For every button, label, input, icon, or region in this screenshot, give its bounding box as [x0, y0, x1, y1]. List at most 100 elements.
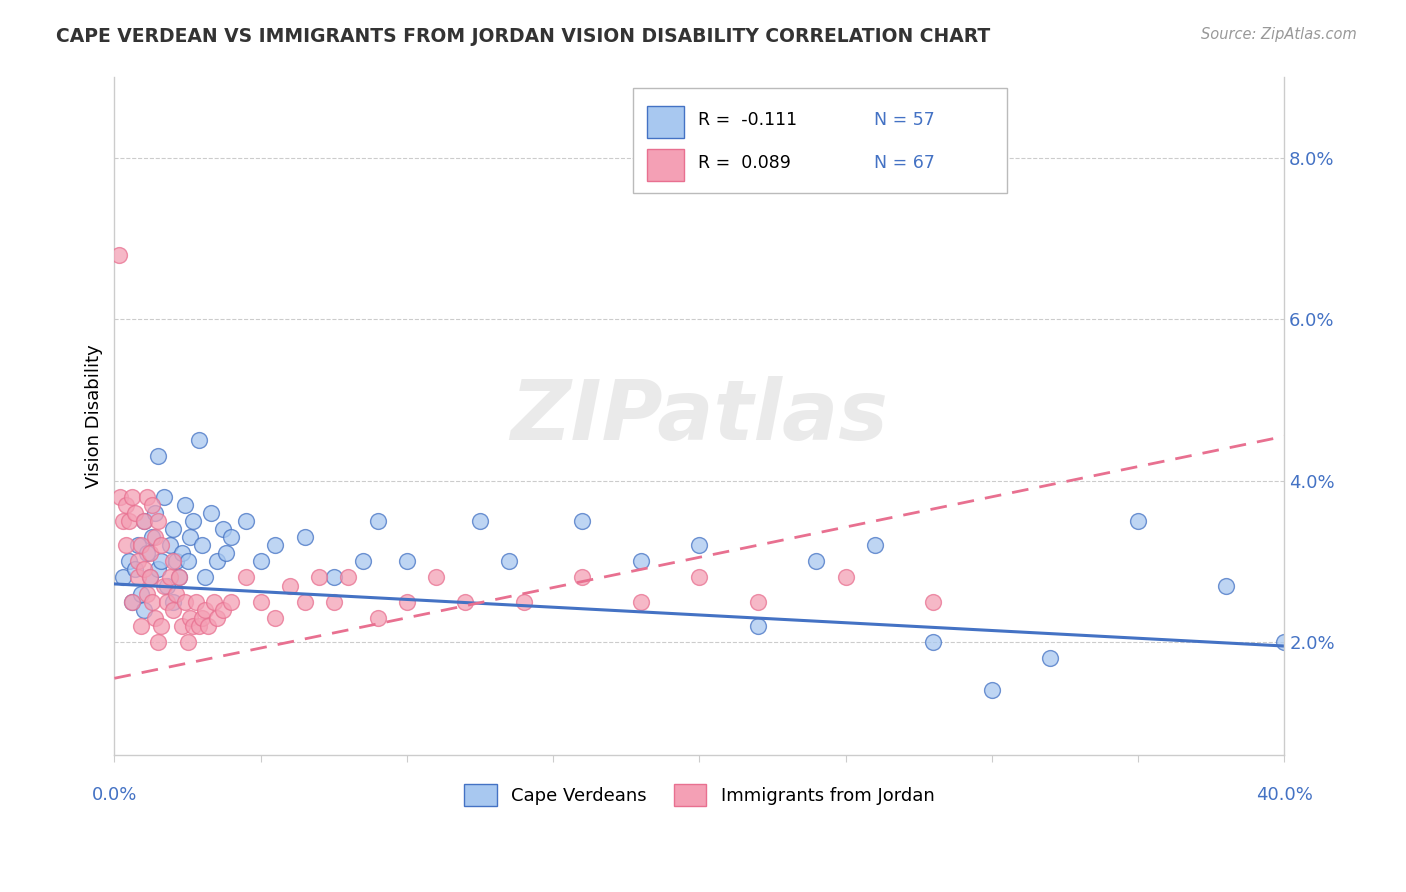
Point — [127, 554, 149, 568]
Point — [367, 514, 389, 528]
Point — [191, 611, 214, 625]
Point — [454, 595, 477, 609]
Point — [211, 522, 233, 536]
Point — [183, 619, 205, 633]
Text: Source: ZipAtlas.com: Source: ZipAtlas.com — [1201, 27, 1357, 42]
Point — [138, 546, 160, 560]
Point — [249, 595, 271, 609]
Point — [211, 603, 233, 617]
Point — [141, 498, 163, 512]
Point — [688, 538, 710, 552]
Point — [150, 538, 173, 552]
Point — [121, 490, 143, 504]
Point — [148, 514, 170, 528]
Point — [138, 570, 160, 584]
Point — [162, 595, 184, 609]
Point — [1215, 578, 1237, 592]
Point — [143, 530, 166, 544]
Point — [980, 683, 1002, 698]
Point — [153, 490, 176, 504]
Point — [159, 570, 181, 584]
FancyBboxPatch shape — [647, 149, 685, 181]
Point — [135, 586, 157, 600]
Point — [197, 619, 219, 633]
Point — [150, 619, 173, 633]
Point — [188, 619, 211, 633]
Point — [498, 554, 520, 568]
Point — [395, 595, 418, 609]
Point — [1126, 514, 1149, 528]
Point — [141, 595, 163, 609]
Point — [1272, 635, 1295, 649]
Point — [235, 514, 257, 528]
Point — [747, 595, 769, 609]
Point — [367, 611, 389, 625]
Point — [173, 595, 195, 609]
Point — [468, 514, 491, 528]
Point — [834, 570, 856, 584]
Point — [148, 635, 170, 649]
Point — [200, 506, 222, 520]
Point — [121, 595, 143, 609]
Point — [1039, 651, 1062, 665]
Point — [132, 562, 155, 576]
Point — [162, 603, 184, 617]
Point — [176, 554, 198, 568]
Point — [127, 570, 149, 584]
Point — [170, 619, 193, 633]
Text: 40.0%: 40.0% — [1256, 786, 1313, 804]
Point — [205, 554, 228, 568]
Point — [148, 562, 170, 576]
Point — [143, 611, 166, 625]
Point — [513, 595, 536, 609]
Point — [183, 514, 205, 528]
Point — [138, 570, 160, 584]
Point — [165, 554, 187, 568]
Point — [170, 546, 193, 560]
Point — [322, 570, 344, 584]
Point — [630, 595, 652, 609]
Text: N = 57: N = 57 — [873, 112, 935, 129]
Point — [132, 603, 155, 617]
Point — [186, 595, 208, 609]
Point — [205, 611, 228, 625]
Point — [165, 586, 187, 600]
Text: CAPE VERDEAN VS IMMIGRANTS FROM JORDAN VISION DISABILITY CORRELATION CHART: CAPE VERDEAN VS IMMIGRANTS FROM JORDAN V… — [56, 27, 990, 45]
Point — [156, 595, 179, 609]
Point — [156, 578, 179, 592]
Point — [129, 538, 152, 552]
Point — [395, 554, 418, 568]
Point — [143, 506, 166, 520]
Point — [129, 586, 152, 600]
Point — [127, 538, 149, 552]
Point — [235, 570, 257, 584]
Point — [688, 570, 710, 584]
Point — [922, 635, 945, 649]
Point — [179, 530, 201, 544]
Point — [141, 530, 163, 544]
Point — [107, 248, 129, 262]
Point — [179, 611, 201, 625]
Point — [167, 570, 190, 584]
Point — [112, 514, 135, 528]
Point — [162, 554, 184, 568]
Point — [112, 570, 135, 584]
Point — [191, 538, 214, 552]
Point — [221, 595, 243, 609]
Point — [630, 554, 652, 568]
Text: R =  0.089: R = 0.089 — [699, 154, 792, 172]
Text: 0.0%: 0.0% — [91, 786, 138, 804]
Point — [118, 514, 141, 528]
Point — [278, 578, 301, 592]
Point — [194, 570, 217, 584]
Text: N = 67: N = 67 — [873, 154, 935, 172]
Legend: Cape Verdeans, Immigrants from Jordan: Cape Verdeans, Immigrants from Jordan — [457, 777, 942, 814]
Point — [162, 522, 184, 536]
Point — [159, 538, 181, 552]
Point — [249, 554, 271, 568]
Point — [115, 538, 138, 552]
Text: ZIPatlas: ZIPatlas — [510, 376, 889, 457]
Point — [214, 546, 236, 560]
Point — [806, 554, 828, 568]
Point — [118, 554, 141, 568]
